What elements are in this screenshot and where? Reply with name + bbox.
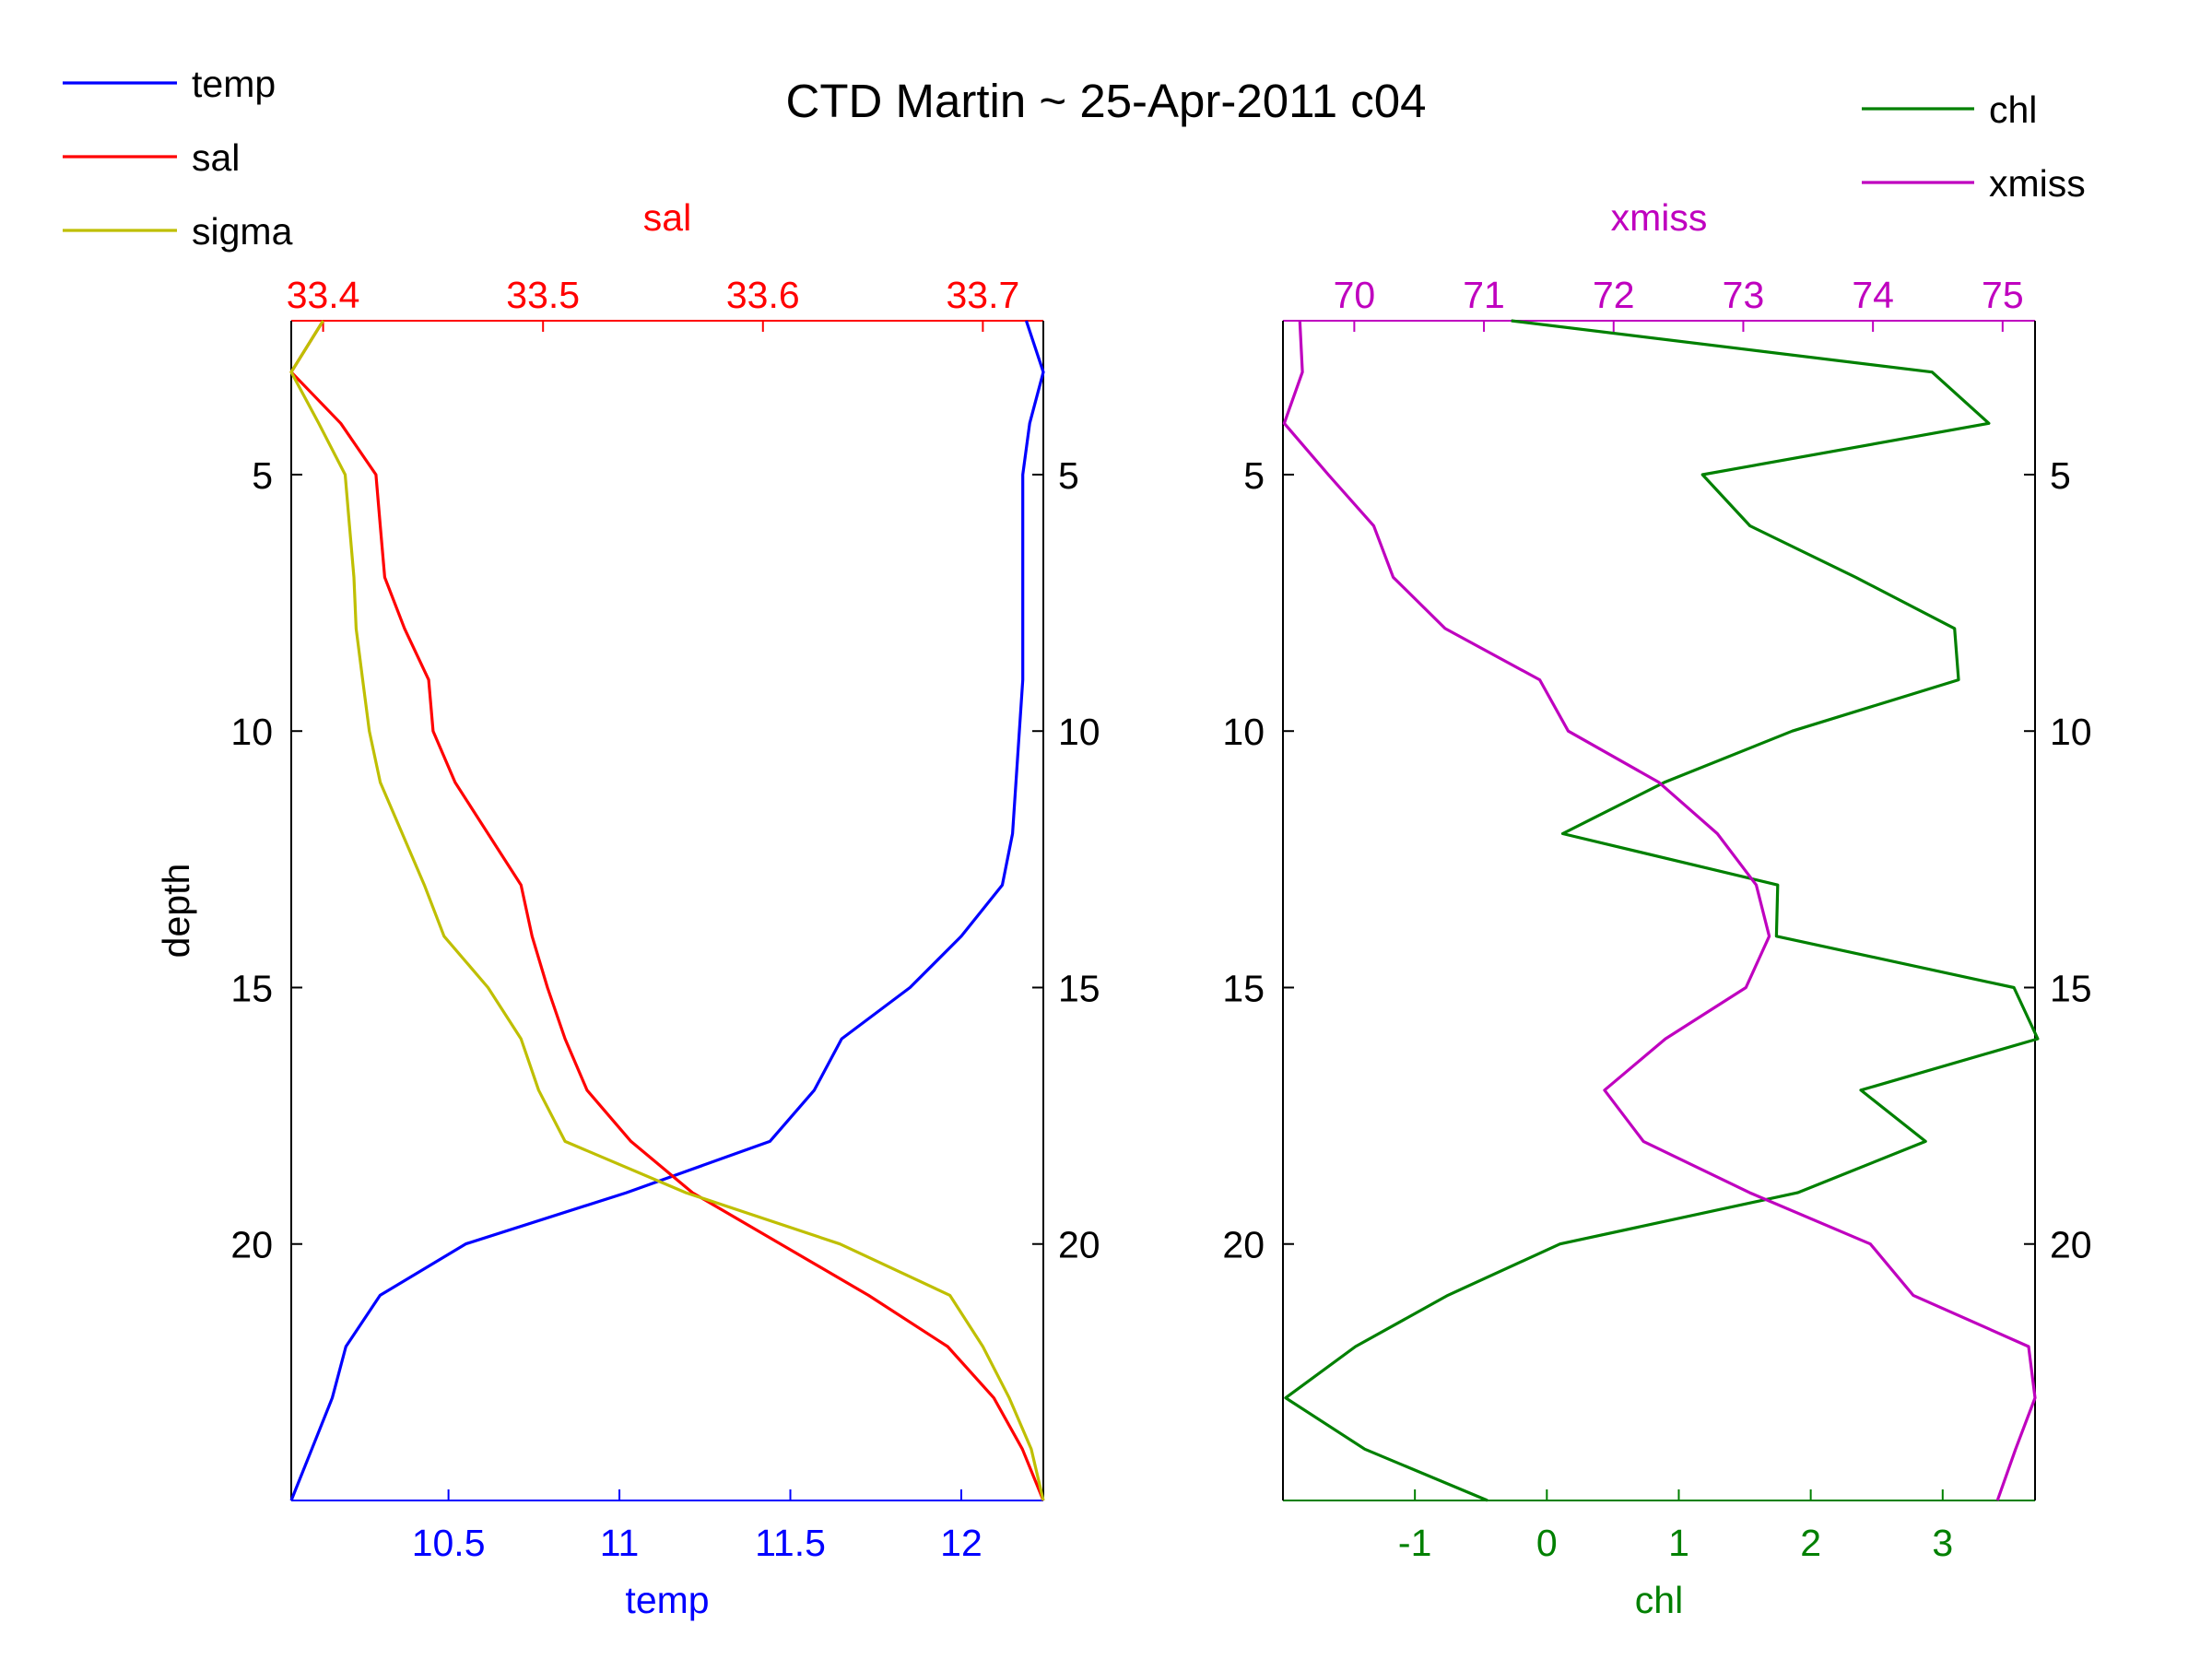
legend-label-chl: chl — [1989, 88, 2037, 131]
legend-label-sigma: sigma — [192, 210, 293, 253]
bottom-axis-label: temp — [625, 1579, 709, 1621]
left-panel: 5 5 10 10 15 15 20 20 10.5 11 11.5 12 temp 33.4 33.5 33… — [155, 196, 1100, 1621]
y-tick-label-right: 20 — [2050, 1224, 2092, 1266]
top-tick-label: 33.6 — [726, 274, 800, 316]
top-tick-label: 33.7 — [946, 274, 1019, 316]
right-panel: 5 5 10 10 15 15 20 20 -1 0 1 2 3 chl 70 71 72 73 74 75 xmiss — [1222, 196, 2091, 1621]
bottom-tick-label: 1 — [1668, 1522, 1689, 1564]
series-temp-line — [289, 320, 1045, 1501]
top-tick-label: 33.4 — [287, 274, 360, 316]
top-tick-label: 73 — [1723, 274, 1765, 316]
series-xmiss-line — [1282, 320, 2037, 1501]
top-axis-label: sal — [643, 196, 691, 239]
legend-label-xmiss: xmiss — [1989, 162, 2086, 205]
series-sal-line — [289, 320, 1045, 1501]
bottom-tick-label: 11 — [600, 1522, 640, 1564]
y-tick-label-left: 5 — [252, 454, 273, 497]
top-axis-label: xmiss — [1611, 196, 1708, 239]
top-tick-label: 72 — [1593, 274, 1635, 316]
y-tick-label-right: 10 — [1058, 711, 1100, 753]
y-tick-label-right: 5 — [2050, 454, 2071, 497]
bottom-tick-label: 0 — [1536, 1522, 1558, 1564]
bottom-tick-label: 12 — [940, 1522, 982, 1564]
y-tick-label-left: 10 — [230, 711, 273, 753]
bottom-tick-label: 3 — [1932, 1522, 1953, 1564]
top-tick-label: 33.5 — [506, 274, 580, 316]
y-axis-label: depth — [155, 864, 197, 959]
y-tick-label-left: 15 — [1222, 967, 1265, 1009]
y-tick-label-right: 10 — [2050, 711, 2092, 753]
series-chl-line — [1284, 319, 2040, 1502]
bottom-tick-label: 10.5 — [412, 1522, 486, 1564]
series-sigma-line — [289, 320, 1045, 1501]
top-tick-label: 74 — [1852, 274, 1894, 316]
bottom-tick-label: 2 — [1800, 1522, 1821, 1564]
bottom-tick-label: -1 — [1398, 1522, 1431, 1564]
y-tick-label-left: 15 — [230, 967, 273, 1009]
top-tick-label: 75 — [1982, 274, 2024, 316]
y-tick-label-left: 5 — [1243, 454, 1265, 497]
figure-title: CTD Martin ~ 25-Apr-2011 c04 — [786, 75, 1427, 127]
bottom-tick-label: 11.5 — [755, 1522, 826, 1564]
y-tick-label-left: 10 — [1222, 711, 1265, 753]
top-tick-label: 71 — [1463, 274, 1505, 316]
legend-right: chl xmiss — [1862, 88, 2086, 205]
y-tick-label-right: 20 — [1058, 1224, 1100, 1266]
legend-label-sal: sal — [192, 136, 240, 179]
legend-label-temp: temp — [192, 63, 276, 105]
legend-left: temp sal sigma — [63, 63, 293, 253]
y-tick-label-left: 20 — [230, 1224, 273, 1266]
y-tick-label-right: 15 — [2050, 967, 2092, 1009]
y-tick-label-right: 15 — [1058, 967, 1100, 1009]
y-tick-label-right: 5 — [1058, 454, 1079, 497]
top-tick-label: 70 — [1334, 274, 1376, 316]
bottom-axis-label: chl — [1635, 1579, 1683, 1621]
y-tick-label-left: 20 — [1222, 1224, 1265, 1266]
